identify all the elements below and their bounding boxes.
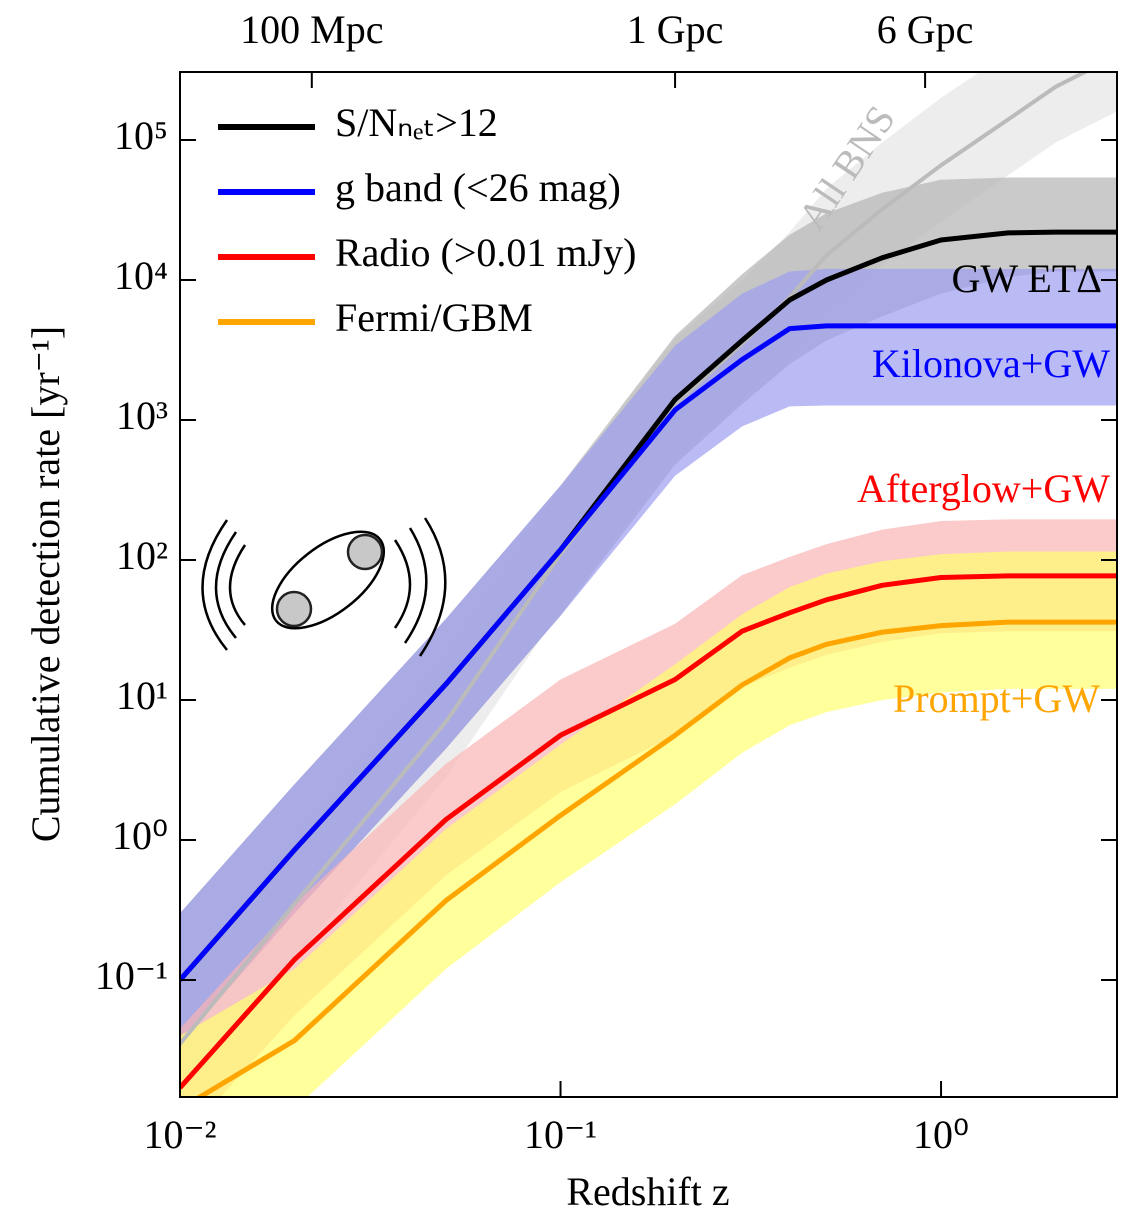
annotation: Afterglow+GW (857, 466, 1110, 511)
legend-label: g band (<26 mag) (335, 165, 621, 210)
x-tick-label: 10⁰ (913, 1112, 969, 1157)
legend-label: Fermi/GBM (335, 295, 533, 340)
annotation: Kilonova+GW (872, 341, 1110, 386)
annotation: GW ETΔ (951, 256, 1102, 301)
x2-tick-label: 1 Gpc (627, 7, 724, 52)
bands (180, 72, 1117, 1097)
band (180, 177, 1117, 1044)
x-tick-label: 10⁻² (143, 1112, 216, 1157)
series-line (180, 573, 1117, 1090)
band (180, 551, 1117, 1097)
band (180, 268, 1117, 1044)
x-axis-label: Redshift z (566, 1169, 729, 1214)
annotation: Prompt+GW (893, 676, 1100, 721)
plot-frame (179, 71, 1118, 1098)
y-tick-label: 10⁴ (114, 253, 168, 298)
y-tick-label: 10¹ (116, 673, 168, 718)
y-axis-label: Cumulative detection rate [yr⁻¹] (23, 326, 68, 842)
x2-tick-label: 6 Gpc (877, 7, 974, 52)
y-tick-label: 10⁰ (112, 813, 168, 858)
series-line (195, 619, 1117, 1097)
y-tick-label: 10² (116, 533, 168, 578)
legend-label: S/Nₙₑₜ>12 (335, 100, 498, 145)
x2-tick-label: 100 Mpc (240, 7, 383, 52)
x-tick-label: 10⁻¹ (524, 1112, 597, 1157)
legend-label: Radio (>0.01 mJy) (335, 230, 636, 275)
series-line (180, 323, 1117, 982)
y-tick-label: 10⁵ (114, 113, 168, 158)
binary-icon (201, 517, 447, 657)
y-tick-label: 10³ (116, 393, 168, 438)
lines (180, 72, 1117, 1097)
y-tick-label: 10⁻¹ (95, 953, 168, 998)
